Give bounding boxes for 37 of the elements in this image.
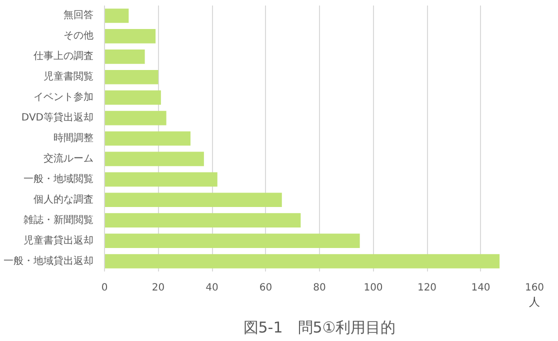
bar [104, 29, 156, 44]
x-tick-label: 20 [152, 282, 165, 294]
bar [104, 8, 129, 23]
bar [104, 213, 301, 228]
y-tick-label: イベント参加 [34, 91, 94, 104]
y-tick-label: 児童書閲覧 [44, 70, 94, 83]
bar [104, 172, 218, 187]
y-tick-label: 一般・地域閲覧 [24, 172, 94, 185]
text: 図5-1 問5①利用目的 [243, 318, 396, 336]
x-axis-title: 人 [529, 296, 540, 308]
bar [104, 90, 161, 105]
bar [104, 234, 360, 248]
bar [104, 49, 145, 64]
y-tick-label: 仕事上の調査 [34, 50, 94, 62]
x-tick-label: 60 [259, 282, 272, 294]
bar [104, 70, 158, 84]
x-tick-label: 140 [471, 282, 490, 294]
x-tick-label: 0 [101, 282, 108, 294]
y-tick-label: 児童書貸出返却 [24, 234, 94, 246]
y-tick-label: 雑誌・新聞閲覧 [24, 214, 94, 226]
x-tick-label: 160 [524, 282, 544, 294]
bar [104, 254, 500, 268]
y-tick-label: 個人的な調査 [34, 193, 94, 206]
y-tick-label: 一般・地域貸出返却 [4, 254, 94, 267]
bar [104, 110, 166, 126]
y-tick-label: 交流ルーム [44, 152, 94, 164]
x-tick-label: 80 [313, 282, 326, 294]
y-tick-label: その他 [64, 30, 94, 42]
bar [104, 131, 190, 146]
x-tick-label: 40 [206, 282, 218, 294]
y-tick-label: DVD等貸出返却 [21, 112, 94, 124]
bar [104, 152, 204, 166]
y-tick-label: 無回答 [64, 9, 94, 22]
y-tick-label: 時間調整 [54, 132, 94, 144]
x-tick-label: 100 [364, 282, 383, 294]
x-tick-label: 120 [417, 282, 437, 294]
bar [104, 192, 282, 208]
